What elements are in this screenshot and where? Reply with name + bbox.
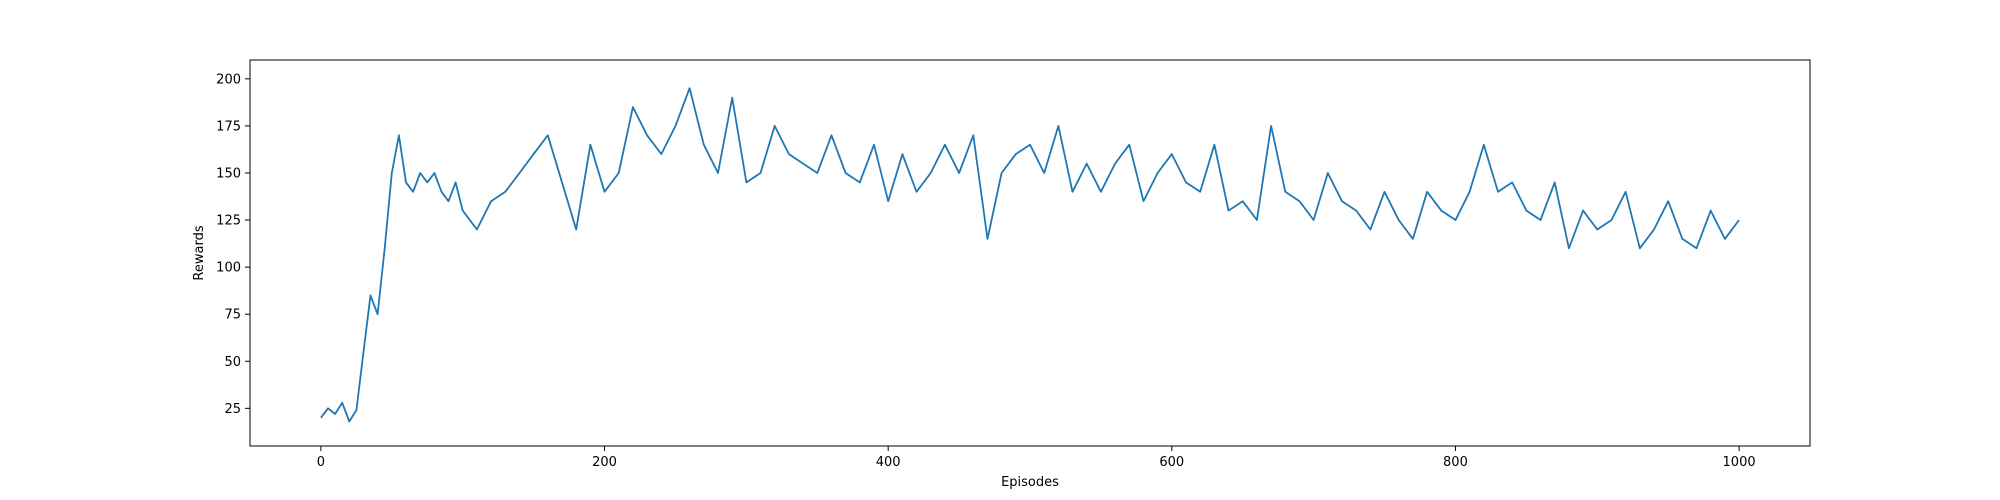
series-line-0 xyxy=(320,87,1740,423)
x-tick-label: 600 xyxy=(1159,455,1184,470)
x-tick-label: 200 xyxy=(592,455,617,470)
y-tick-label: 100 xyxy=(216,261,241,276)
plot-area xyxy=(320,87,1740,423)
x-tick-label: 400 xyxy=(876,455,901,470)
x-axis-label: Episodes xyxy=(1001,475,1059,490)
y-tick-label: 150 xyxy=(216,166,241,181)
plot-frame xyxy=(249,59,1811,447)
y-axis-ticks: 25 50 75 100 125 150 175 200 xyxy=(216,72,250,417)
y-tick-label: 75 xyxy=(224,308,241,323)
y-tick-label: 175 xyxy=(216,119,241,134)
y-tick-label: 50 xyxy=(224,355,241,370)
y-axis-label: Rewards xyxy=(192,225,207,280)
y-tick-label: 25 xyxy=(224,402,241,417)
x-axis-ticks: 0 200 400 600 800 1000 xyxy=(317,446,1756,470)
y-tick-label: 125 xyxy=(216,214,241,229)
x-tick-label: 0 xyxy=(317,455,325,470)
x-tick-label: 1000 xyxy=(1723,455,1756,470)
y-tick-label: 200 xyxy=(216,72,241,87)
x-tick-label: 800 xyxy=(1443,455,1468,470)
